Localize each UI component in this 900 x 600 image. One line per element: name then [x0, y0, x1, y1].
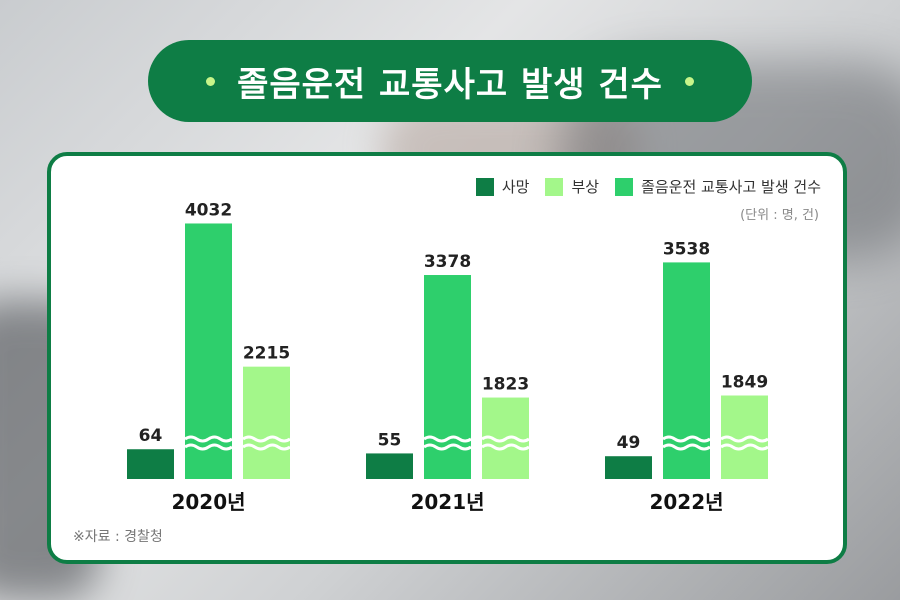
legend-swatch-deaths	[475, 177, 494, 196]
bar-deaths	[605, 456, 652, 479]
data-label: 4032	[185, 200, 232, 220]
axis-break-mark	[184, 443, 233, 451]
axis-break-mark	[242, 443, 291, 451]
axis-break-mark	[184, 435, 233, 443]
legend: 사망 부상 졸음운전 교통사고 발생 건수	[460, 176, 821, 197]
chart-title: 졸음운전 교통사고 발생 건수	[237, 64, 663, 105]
bar-injuries	[243, 366, 290, 479]
axis-break-mark	[423, 435, 472, 443]
title-banner: 졸음운전 교통사고 발생 건수	[148, 40, 752, 122]
axis-break-mark	[423, 443, 472, 451]
axis-break-mark	[481, 443, 530, 451]
axis-break-mark	[720, 443, 769, 451]
unit-note: (단위 : 명, 건)	[740, 208, 819, 223]
data-label: 64	[139, 426, 163, 446]
axis-break-mark	[720, 435, 769, 443]
legend-item-injuries: 부상	[545, 176, 599, 197]
data-label: 3538	[663, 239, 710, 259]
data-label: 2215	[243, 344, 290, 364]
category-label: 2020년	[171, 490, 245, 514]
legend-swatch-injuries	[545, 177, 564, 196]
bar-chart: 64 4032 2215 2020년 55 3378 1823 2021년 49 3538 1849…	[127, 200, 769, 514]
data-label: 1849	[721, 372, 768, 392]
legend-swatch-accidents	[615, 177, 634, 196]
legend-item-accidents: 졸음운전 교통사고 발생 건수	[615, 176, 821, 197]
category-label: 2022년	[649, 490, 723, 514]
legend-label-injuries: 부상	[571, 178, 600, 196]
axis-break-mark	[662, 443, 711, 451]
legend-label-deaths: 사망	[501, 178, 530, 196]
axis-break-mark	[481, 435, 530, 443]
axis-break-mark	[242, 435, 291, 443]
bar-deaths	[127, 449, 174, 479]
chart-card: 64 4032 2215 2020년 55 3378 1823 2021년 49 3538 1849…	[47, 152, 847, 564]
category-label: 2021년	[410, 490, 484, 514]
bar-deaths	[366, 453, 413, 479]
bar-accidents	[663, 262, 710, 479]
legend-item-deaths: 사망	[475, 176, 530, 197]
bullet-dot	[206, 76, 216, 86]
data-label: 3378	[424, 252, 471, 272]
axis-break-mark	[662, 435, 711, 443]
legend-label-accidents: 졸음운전 교통사고 발생 건수	[641, 178, 821, 196]
data-label: 49	[617, 433, 641, 453]
data-label: 55	[378, 430, 402, 450]
bullet-dot	[684, 76, 694, 86]
source-note: ※자료 : 경찰청	[73, 529, 163, 545]
data-label: 1823	[482, 375, 529, 395]
